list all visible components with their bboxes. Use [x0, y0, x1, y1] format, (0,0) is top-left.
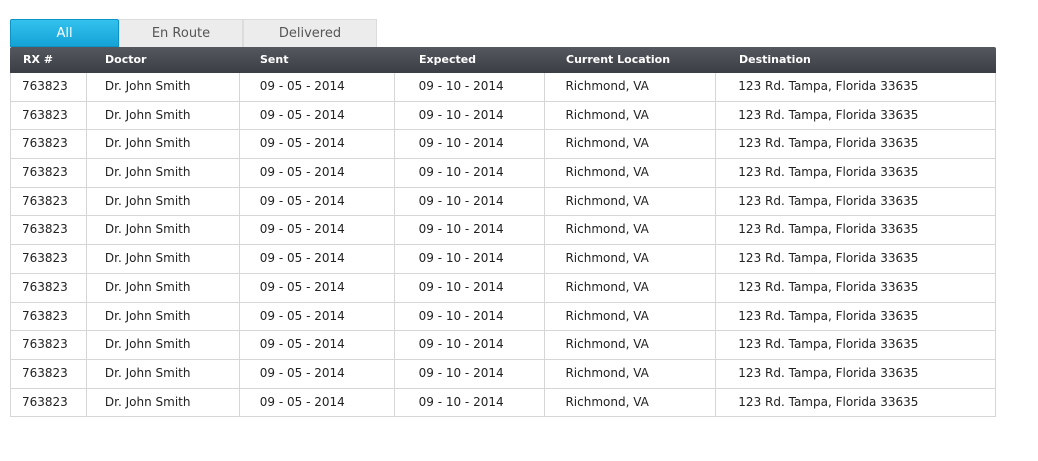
cell-current-location: Richmond, VA: [545, 216, 717, 245]
column-header-destination[interactable]: Destination: [739, 53, 811, 66]
cell-destination: 123 Rd. Tampa, Florida 33635: [738, 222, 919, 237]
cell-sent: 09 - 05 - 2014: [240, 101, 395, 130]
table-row[interactable]: 763823 Dr. John Smith 09 - 05 - 2014 09 - 1…: [11, 216, 995, 246]
cell-destination: 123 Rd. Tampa, Florida 33635: [738, 136, 919, 151]
cell-doctor: Dr. John Smith: [87, 216, 240, 245]
cell-doctor: Dr. John Smith: [87, 388, 240, 417]
prescriptions-table: RX # Doctor Sent Expected Current Locati…: [10, 47, 996, 418]
cell-doctor: Dr. John Smith: [87, 302, 240, 331]
cell-current-location: Richmond, VA: [545, 187, 717, 216]
cell-sent: 09 - 05 - 2014: [240, 159, 395, 187]
cell-current-location: Richmond, VA: [545, 130, 717, 159]
cell-rx: 763823: [11, 216, 87, 245]
cell-sent: 09 - 05 - 2014: [240, 187, 395, 216]
cell-expected: 09 - 10 - 2014: [395, 159, 546, 187]
cell-rx: 763823: [11, 159, 87, 187]
cell-expected: 09 - 10 - 2014: [395, 216, 546, 245]
cell-current-location: Richmond, VA: [545, 159, 717, 187]
cell-current-location: Richmond, VA: [545, 388, 717, 417]
cell-current-location: Richmond, VA: [545, 302, 717, 331]
table-row[interactable]: 763823 Dr. John Smith 09 - 05 - 2014 09 - 1…: [11, 159, 995, 188]
cell-expected: 09 - 10 - 2014: [395, 101, 546, 130]
table-row[interactable]: 763823 Dr. John Smith 09 - 05 - 2014 09 - 1…: [11, 101, 995, 131]
cell-current-location: Richmond, VA: [545, 245, 717, 273]
cell-destination: 123 Rd. Tampa, Florida 33635: [738, 193, 919, 208]
table-header: RX # Doctor Sent Expected Current Locati…: [10, 47, 996, 73]
cell-expected: 09 - 10 - 2014: [395, 331, 546, 359]
cell-expected: 09 - 10 - 2014: [395, 388, 546, 417]
cell-destination: 123 Rd. Tampa, Florida 33635: [738, 79, 919, 93]
cell-doctor: Dr. John Smith: [87, 187, 240, 216]
cell-sent: 09 - 05 - 2014: [240, 359, 395, 388]
cell-sent: 09 - 05 - 2014: [240, 388, 395, 417]
cell-sent: 09 - 05 - 2014: [240, 273, 395, 302]
table-row[interactable]: 763823 Dr. John Smith 09 - 05 - 2014 09 - 1…: [11, 73, 995, 102]
cell-sent: 09 - 05 - 2014: [240, 130, 395, 159]
cell-rx: 763823: [11, 187, 87, 216]
cell-sent: 09 - 05 - 2014: [240, 73, 395, 101]
cell-destination: 123 Rd. Tampa, Florida 33635: [738, 279, 919, 294]
cell-expected: 09 - 10 - 2014: [395, 130, 546, 159]
cell-destination: 123 Rd. Tampa, Florida 33635: [738, 308, 919, 323]
table-row[interactable]: 763823 Dr. John Smith 09 - 05 - 2014 09 - 1…: [11, 245, 995, 274]
tab-delivered[interactable]: Delivered: [243, 19, 377, 47]
cell-expected: 09 - 10 - 2014: [395, 245, 546, 273]
table-body: 763823 Dr. John Smith 09 - 05 - 2014 09 - 1…: [10, 73, 996, 418]
cell-destination: 123 Rd. Tampa, Florida 33635: [738, 365, 919, 380]
cell-rx: 763823: [11, 302, 87, 331]
column-header-sent[interactable]: Sent: [260, 53, 289, 66]
column-header-current-location[interactable]: Current Location: [566, 53, 671, 66]
tab-all[interactable]: All: [10, 19, 119, 47]
cell-doctor: Dr. John Smith: [87, 359, 240, 388]
tab-en-route[interactable]: En Route: [119, 19, 243, 47]
cell-current-location: Richmond, VA: [545, 101, 717, 130]
cell-current-location: Richmond, VA: [545, 273, 717, 302]
cell-rx: 763823: [11, 73, 87, 101]
cell-expected: 09 - 10 - 2014: [395, 73, 546, 101]
cell-doctor: Dr. John Smith: [87, 331, 240, 359]
cell-current-location: Richmond, VA: [545, 359, 717, 388]
cell-doctor: Dr. John Smith: [87, 273, 240, 302]
status-tabs: All En Route Delivered: [10, 19, 377, 47]
cell-rx: 763823: [11, 130, 87, 159]
cell-expected: 09 - 10 - 2014: [395, 273, 546, 302]
cell-rx: 763823: [11, 331, 87, 359]
column-header-doctor[interactable]: Doctor: [105, 53, 147, 66]
cell-rx: 763823: [11, 359, 87, 388]
cell-expected: 09 - 10 - 2014: [395, 302, 546, 331]
cell-expected: 09 - 10 - 2014: [395, 359, 546, 388]
table-row[interactable]: 763823 Dr. John Smith 09 - 05 - 2014 09 - 1…: [11, 302, 995, 332]
cell-doctor: Dr. John Smith: [87, 73, 240, 101]
cell-current-location: Richmond, VA: [545, 331, 717, 359]
table-row[interactable]: 763823 Dr. John Smith 09 - 05 - 2014 09 - 1…: [11, 359, 995, 389]
cell-destination: 123 Rd. Tampa, Florida 33635: [738, 165, 919, 180]
cell-expected: 09 - 10 - 2014: [395, 187, 546, 216]
table-row[interactable]: 763823 Dr. John Smith 09 - 05 - 2014 09 - 1…: [11, 273, 995, 303]
cell-current-location: Richmond, VA: [545, 73, 717, 101]
table-row[interactable]: 763823 Dr. John Smith 09 - 05 - 2014 09 - 1…: [11, 130, 995, 160]
cell-doctor: Dr. John Smith: [87, 159, 240, 187]
cell-rx: 763823: [11, 273, 87, 302]
cell-rx: 763823: [11, 101, 87, 130]
cell-rx: 763823: [11, 388, 87, 417]
cell-rx: 763823: [11, 245, 87, 273]
cell-destination: 123 Rd. Tampa, Florida 33635: [738, 251, 919, 266]
cell-sent: 09 - 05 - 2014: [240, 331, 395, 359]
cell-sent: 09 - 05 - 2014: [240, 216, 395, 245]
column-header-rx[interactable]: RX #: [23, 53, 53, 66]
cell-doctor: Dr. John Smith: [87, 101, 240, 130]
cell-doctor: Dr. John Smith: [87, 130, 240, 159]
column-header-expected[interactable]: Expected: [419, 53, 477, 66]
cell-destination: 123 Rd. Tampa, Florida 33635: [738, 107, 919, 122]
cell-destination: 123 Rd. Tampa, Florida 33635: [738, 394, 919, 409]
table-row[interactable]: 763823 Dr. John Smith 09 - 05 - 2014 09 - 1…: [11, 331, 995, 360]
cell-destination: 123 Rd. Tampa, Florida 33635: [738, 337, 919, 352]
table-row[interactable]: 763823 Dr. John Smith 09 - 05 - 2014 09 - 1…: [11, 187, 995, 217]
cell-sent: 09 - 05 - 2014: [240, 302, 395, 331]
cell-sent: 09 - 05 - 2014: [240, 245, 395, 273]
cell-doctor: Dr. John Smith: [87, 245, 240, 273]
table-row[interactable]: 763823 Dr. John Smith 09 - 05 - 2014 09 - 1…: [11, 388, 995, 418]
